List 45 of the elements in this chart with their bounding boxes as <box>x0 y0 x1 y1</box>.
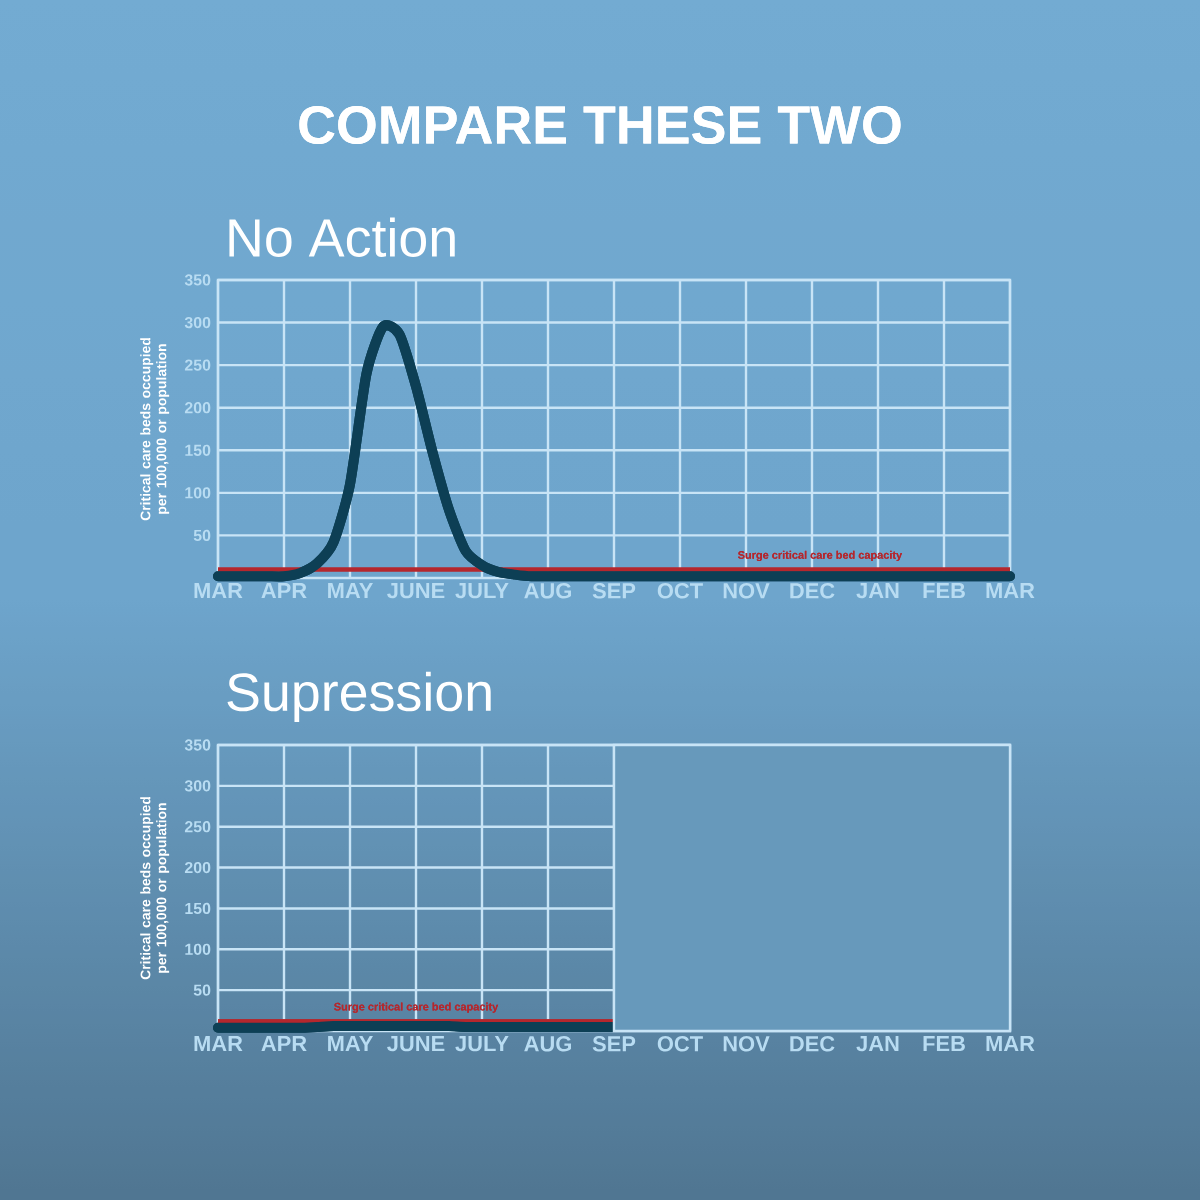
x-tick-label: MAR <box>986 1036 1035 1052</box>
x-tick-label: OCT <box>657 1036 703 1052</box>
y-tick-label: 150 <box>185 444 211 456</box>
y-tick-label: 350 <box>184 739 211 751</box>
y-tick-label: 50 <box>193 529 211 542</box>
x-tick-label: NOV <box>723 583 770 599</box>
x-tick-label: FEB <box>923 1036 965 1052</box>
x-tick-label: JAN <box>856 583 899 599</box>
y-axis-title: Critical care beds occupied per 100,000 or population <box>140 797 170 980</box>
x-tick-label: MAR <box>194 583 243 599</box>
x-tick-label: MAY <box>328 583 373 599</box>
y-tick-label: 200 <box>184 861 211 874</box>
x-tick-label: MAR <box>194 1036 243 1052</box>
chart-title: No Action <box>229 217 455 257</box>
x-tick-label: MAY <box>328 1036 373 1052</box>
x-tick-label: JUNE <box>387 583 445 599</box>
y-tick-label: 250 <box>184 359 211 371</box>
x-tick-label: AUG <box>524 583 571 599</box>
x-tick-label: JAN <box>856 1036 899 1052</box>
x-tick-label: DEC <box>790 1036 835 1052</box>
x-tick-label: AUG <box>524 1036 571 1052</box>
y-axis-title: Critical care beds occupied per 100,000 or population <box>140 338 170 521</box>
x-tick-label: JULY <box>455 1036 509 1052</box>
x-tick-label: FEB <box>923 583 965 599</box>
y-tick-label: 100 <box>185 487 211 499</box>
x-tick-label: SEP <box>592 583 636 599</box>
x-tick-label: DEC <box>790 583 835 599</box>
x-tick-label: OCT <box>657 583 703 599</box>
chart-title: Supression <box>227 671 491 722</box>
y-tick-label: 200 <box>184 402 211 414</box>
x-tick-label: APR <box>261 583 307 599</box>
y-tick-label: 250 <box>184 821 211 833</box>
y-tick-label: 350 <box>184 274 211 286</box>
x-tick-label: JUNE <box>387 1036 445 1052</box>
x-tick-label: MAR <box>986 583 1035 599</box>
x-tick-label: APR <box>261 1036 307 1052</box>
text: COMPARE THESE TWO <box>299 105 901 145</box>
y-tick-label: 50 <box>193 984 211 996</box>
x-tick-label: SEP <box>592 1036 636 1052</box>
x-tick-label: NOV <box>723 1036 770 1052</box>
x-tick-label: JULY <box>455 583 509 599</box>
y-tick-label: 100 <box>185 943 211 955</box>
y-tick-label: 300 <box>184 316 211 329</box>
y-tick-label: 150 <box>185 902 211 915</box>
y-tick-label: 300 <box>184 780 211 792</box>
